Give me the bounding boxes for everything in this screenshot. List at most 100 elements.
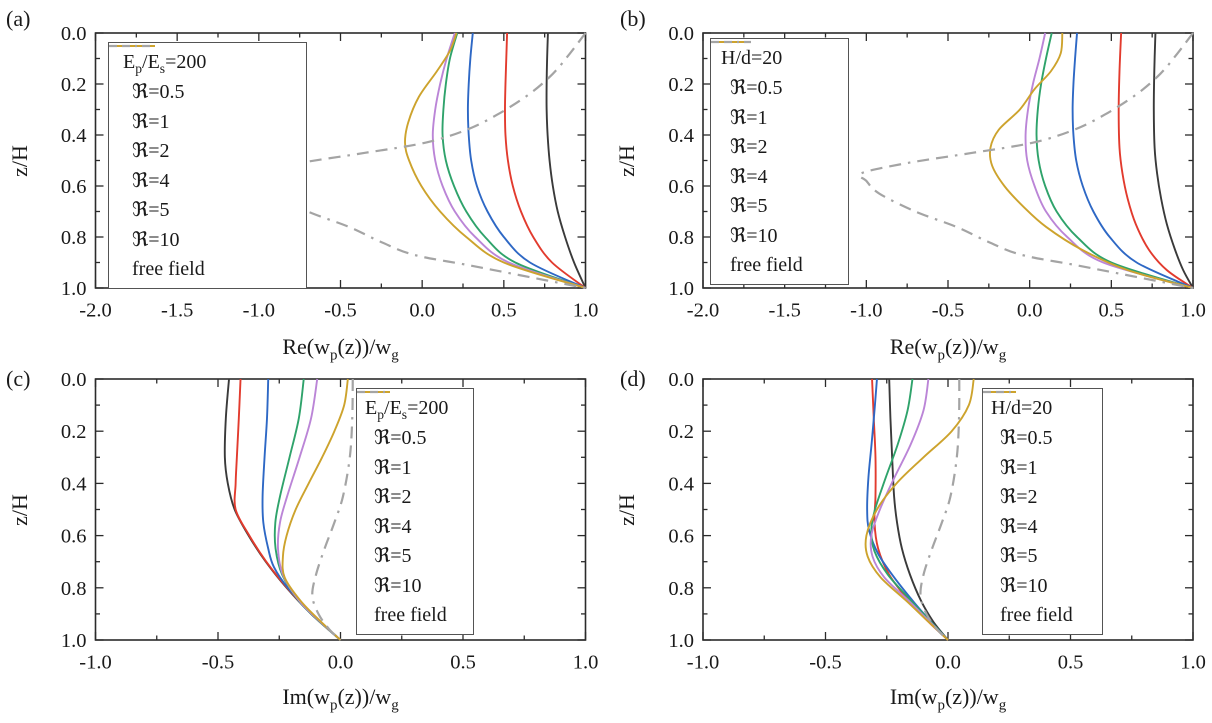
legend-item: ℜ=4 (711, 41, 848, 193)
series-line-r-0.5 (888, 378, 949, 641)
legend-item: free field (109, 44, 306, 285)
series-line-r-0.5 (545, 32, 587, 289)
series-line-r-2 (1071, 32, 1194, 289)
legend-item: free field (711, 40, 848, 281)
series-line-r-0.5 (1152, 32, 1194, 289)
legend-item: ℜ=0.5 (711, 41, 848, 104)
x-tick-label: 0.5 (491, 300, 517, 322)
x-axis-title-text: Re(w (889, 334, 938, 359)
legend-item: ℜ=1 (109, 45, 306, 138)
x-axis-title-subscript: p (937, 697, 945, 714)
legend-box-b: H/d=20 ℜ=0.5 ℜ=1 ℜ=2 ℜ=4 ℜ=5 ℜ=10 free field (710, 38, 849, 285)
x-tick-label: 1.0 (1180, 652, 1206, 674)
x-tick-label: -1.0 (687, 652, 719, 674)
legend-item-label: free field (730, 254, 803, 276)
x-tick-label: 0.5 (1099, 300, 1125, 322)
series-line-r-5 (276, 378, 342, 641)
series-line-r-4 (870, 378, 949, 641)
y-tick-label: 0.0 (668, 23, 694, 45)
x-axis-title-a: Re(wp(z))/wg (282, 334, 398, 364)
x-axis-title-text: Im(w (282, 684, 330, 709)
legend-box-a: Ep/Es=200 ℜ=0.5 ℜ=1 ℜ=2 ℜ=4 ℜ=5 ℜ=10 free field (108, 42, 307, 289)
x-tick-label: -1.0 (850, 300, 882, 322)
legend-title: Ep/Es=200 (123, 46, 306, 78)
series-line-free-field (857, 32, 1194, 290)
y-tick-label: 0.4 (61, 125, 87, 147)
x-axis-title-text: (z))/w (337, 684, 392, 709)
legend-item: ℜ=1 (357, 391, 473, 484)
x-tick-label: -1.5 (768, 300, 800, 322)
y-tick-label: 0.2 (668, 74, 694, 96)
legend-item-label: free field (132, 258, 205, 280)
y-tick-label: 0.6 (668, 526, 694, 548)
legend-item-label: ℜ=1 (730, 106, 768, 129)
legend-item: ℜ=10 (357, 391, 473, 602)
legend-title-text: /E (384, 397, 402, 419)
panel-label-c: (c) (6, 366, 31, 391)
x-tick-label: -0.5 (809, 652, 841, 674)
legend-item-label: ℜ=10 (730, 224, 778, 247)
y-tick-label: 0.8 (61, 227, 87, 249)
y-axis-title-c: z/H (6, 493, 32, 526)
legend-item: ℜ=0.5 (109, 45, 306, 108)
panel-plot-c: -1.0 -0.5 0.0 0.5 1.0 0.0 0.2 0.4 0.6 0.8 1.0 (61, 369, 598, 674)
legend-dashed-line-swatch (357, 390, 390, 394)
x-axis-title-text: (z))/w (944, 684, 999, 709)
legend-item: ℜ=5 (109, 45, 306, 226)
legend-box-c: Ep/Es=200 ℜ=0.5 ℜ=1 ℜ=2 ℜ=4 ℜ=5 ℜ=10 free field (356, 388, 474, 635)
x-axis-title-subscript: g (998, 697, 1007, 714)
x-axis-title-text: Im(w (889, 684, 938, 709)
y-tick-label: 0.0 (61, 23, 87, 45)
x-tick-label: 0.0 (328, 652, 354, 674)
legend-title-text: H/d=20 (991, 397, 1053, 419)
panel-plot-d: -1.0 -0.5 0.0 0.5 1.0 0.0 0.2 0.4 0.6 0.8 1.0 (668, 369, 1205, 674)
legend-dashed-line-swatch (109, 44, 155, 48)
legend-item: free field (983, 390, 1102, 631)
legend-item-label: ℜ=5 (1000, 545, 1038, 567)
y-tick-label: 1.0 (61, 630, 87, 652)
x-tick-label: -0.5 (324, 300, 356, 322)
legend-item: ℜ=0.5 (983, 391, 1102, 454)
y-tick-label: 0.2 (61, 74, 87, 96)
legend-item: ℜ=10 (983, 391, 1102, 602)
y-tick-label: 0.0 (668, 369, 694, 391)
x-tick-label: 0.0 (1017, 300, 1043, 322)
legend-item-label: ℜ=2 (374, 486, 412, 508)
x-axis-title-subscript: p (329, 347, 338, 364)
panel-label-a: (a) (6, 6, 31, 31)
y-tick-label: 0.2 (668, 421, 694, 443)
y-tick-label: 0.8 (668, 578, 694, 600)
y-tick-label: 0.4 (668, 125, 694, 147)
series-line-r-10 (281, 378, 349, 641)
legend-title-text: E (365, 397, 378, 419)
series-line-r-4 (441, 32, 586, 289)
x-axis-title-c: Im(wp(z))/wg (282, 684, 398, 714)
legend-item: ℜ=4 (109, 45, 306, 197)
legend-dashed-line-swatch (983, 390, 1016, 394)
legend-item-label: ℜ=4 (132, 169, 170, 192)
legend-item: ℜ=5 (711, 41, 848, 222)
legend-item-label: ℜ=1 (1000, 456, 1038, 479)
x-tick-label: -1.0 (79, 652, 111, 674)
y-tick-label: 1.0 (61, 278, 87, 300)
x-axis-title-b: Re(wp(z))/wg (890, 334, 1006, 364)
x-axis-title-subscript: g (391, 697, 399, 714)
panel-label-d: (d) (620, 366, 646, 391)
legend-item: ℜ=2 (357, 391, 473, 513)
legend-item: ℜ=1 (983, 391, 1102, 484)
legend-item-label: ℜ=4 (730, 165, 768, 188)
x-tick-label: -0.5 (932, 300, 964, 322)
series-line-free-field (311, 378, 354, 641)
x-tick-label: 0.5 (1058, 652, 1084, 674)
y-tick-label: 0.8 (668, 227, 694, 249)
x-tick-label: 1.0 (573, 300, 599, 322)
legend-item-label: ℜ=2 (730, 136, 768, 158)
legend-title-subscript: s (159, 61, 166, 76)
legend-item: ℜ=10 (711, 41, 848, 252)
y-tick-label: 1.0 (668, 278, 694, 300)
legend-title-text: /E (142, 51, 160, 73)
legend-item-label: ℜ=1 (132, 110, 170, 133)
axis-frame (702, 378, 1194, 641)
